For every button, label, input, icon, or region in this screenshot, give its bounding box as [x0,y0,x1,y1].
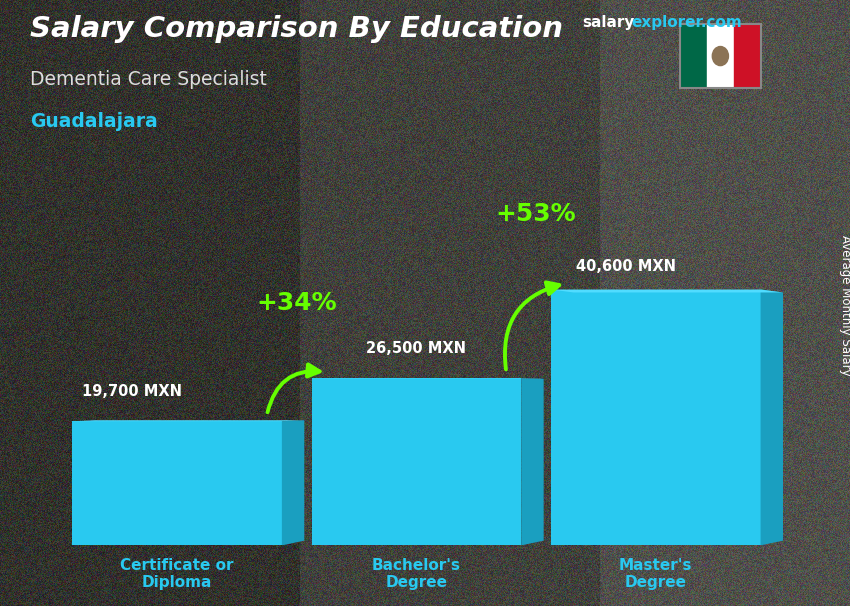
FancyBboxPatch shape [312,378,521,545]
Polygon shape [72,420,304,421]
Text: salary: salary [582,15,635,30]
Text: Salary Comparison By Education: Salary Comparison By Education [30,15,563,43]
Text: Master's
Degree: Master's Degree [619,558,693,590]
FancyBboxPatch shape [551,290,761,545]
Text: Certificate or
Diploma: Certificate or Diploma [121,558,234,590]
Polygon shape [551,290,783,293]
FancyBboxPatch shape [72,421,282,545]
Text: 19,700 MXN: 19,700 MXN [82,384,182,399]
Text: +34%: +34% [257,291,337,315]
Circle shape [712,47,728,65]
Text: 40,600 MXN: 40,600 MXN [576,259,676,274]
Bar [707,24,734,88]
Polygon shape [521,378,544,545]
Text: Dementia Care Specialist: Dementia Care Specialist [30,70,267,88]
Text: Guadalajara: Guadalajara [30,112,157,131]
Bar [680,24,707,88]
Text: explorer.com: explorer.com [632,15,742,30]
Text: +53%: +53% [496,202,576,226]
Text: 26,500 MXN: 26,500 MXN [366,341,467,356]
Text: Bachelor's
Degree: Bachelor's Degree [372,558,461,590]
Polygon shape [761,290,783,545]
Bar [734,24,761,88]
Text: Average Monthly Salary: Average Monthly Salary [839,235,850,376]
Polygon shape [282,420,304,545]
